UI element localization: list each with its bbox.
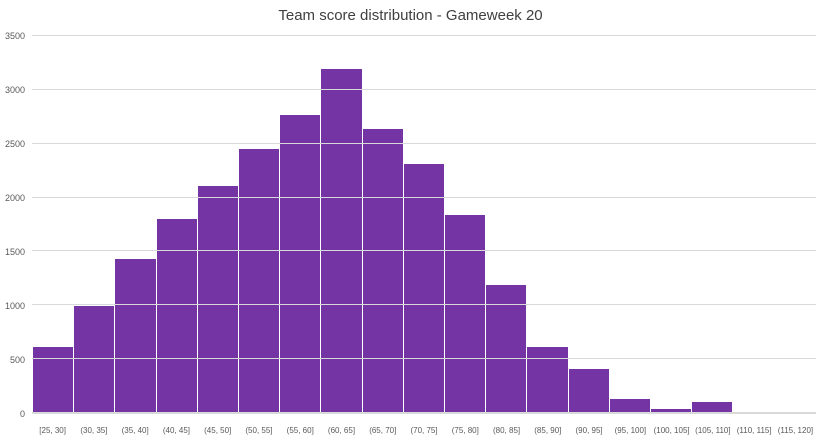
y-axis-tick-label: 3000 — [4, 85, 25, 95]
x-axis-tick-label: [25, 30] — [39, 426, 66, 435]
gridline — [32, 35, 816, 36]
y-axis-tick-label: 2000 — [4, 193, 25, 204]
y-axis-tick-label: 500 — [9, 355, 25, 366]
x-axis-tick-label: (45, 50] — [204, 426, 232, 435]
y-axis-tick-label: 1000 — [4, 301, 25, 312]
histogram-bar — [403, 163, 446, 413]
chart-title: Team score distribution - Gameweek 20 — [278, 7, 543, 24]
x-axis-tick-label: (90, 95] — [575, 426, 603, 435]
histogram-bar — [321, 68, 363, 413]
plot-area — [32, 35, 816, 414]
histogram-bar — [32, 346, 75, 413]
histogram-bar — [156, 218, 198, 413]
histogram-bar — [651, 407, 693, 413]
x-axis-tick-label: (30, 35] — [80, 426, 108, 435]
y-axis-tick-label: 2500 — [4, 139, 25, 149]
x-axis-tick-label: (105, 110] — [695, 426, 731, 435]
x-axis-tick-label: (110, 115] — [736, 426, 772, 435]
x-axis-tick-label: (65, 70] — [369, 426, 397, 435]
histogram-bar — [568, 367, 610, 413]
bars-layer — [32, 36, 816, 413]
x-axis-tick-label: (95, 100] — [614, 426, 647, 435]
histogram-bar — [280, 113, 322, 413]
y-axis-tick-label: 0 — [19, 409, 25, 419]
x-axis-tick-label: (50, 55] — [245, 426, 273, 435]
x-axis-tick-label: (85, 90] — [534, 426, 562, 435]
gridline — [32, 88, 816, 90]
y-axis-tick-label: 3500 — [4, 31, 25, 41]
histogram-bar — [692, 401, 734, 413]
histogram-bar — [362, 127, 404, 413]
gridline — [32, 196, 816, 198]
x-axis-tick-label: (80, 85] — [492, 426, 521, 435]
x-axis-tick-label: (70, 75] — [410, 426, 438, 435]
histogram-bar — [609, 397, 652, 413]
x-axis-tick-label: (115, 120] — [777, 426, 814, 435]
histogram-bar — [197, 184, 240, 413]
y-axis: 0 500 1000 1500 2000 2500 3000 3500 — [0, 31, 28, 419]
y-axis-tick-label: 1500 — [4, 247, 25, 257]
gridline — [32, 250, 816, 252]
histogram-bar — [445, 213, 487, 413]
x-axis: [25, 30] (30, 35] (35, 40] (40, 45] (45, 50]… — [32, 426, 816, 435]
x-axis-tick-label: (100, 105] — [653, 426, 690, 435]
x-axis-tick-label: (35, 40] — [121, 426, 149, 435]
gridline — [32, 358, 816, 360]
histogram-bar — [239, 148, 281, 413]
x-axis-tick-label: (60, 65] — [327, 426, 356, 435]
x-axis-tick-label: (40, 45] — [162, 426, 190, 435]
x-axis-tick-label: (55, 60] — [286, 426, 314, 435]
gridline — [32, 142, 816, 144]
x-axis-tick-label: (75, 80] — [451, 426, 479, 435]
histogram-bar — [486, 283, 528, 413]
gridline — [32, 412, 816, 413]
histogram-bar — [115, 257, 157, 413]
histogram-bar — [527, 346, 569, 413]
gridline — [32, 304, 816, 306]
